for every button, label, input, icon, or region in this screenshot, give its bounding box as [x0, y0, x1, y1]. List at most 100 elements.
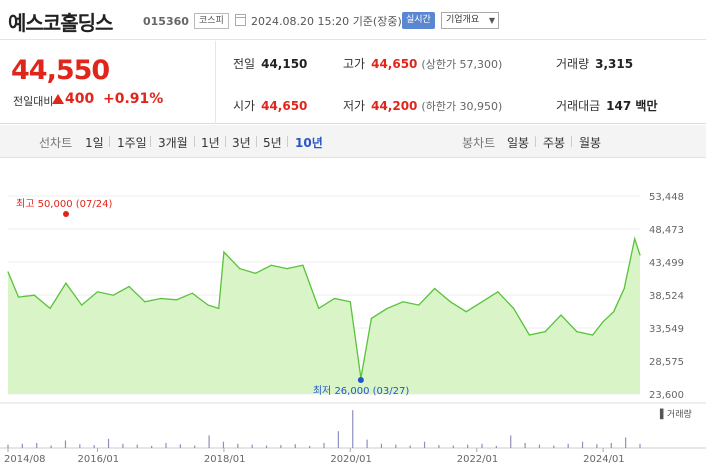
volume-bar: [7, 444, 9, 448]
price-point: [270, 264, 272, 266]
y-tick-label: 43,499: [649, 258, 684, 269]
tab-separator: [571, 136, 572, 147]
volume-bar: [438, 445, 440, 448]
volume-bar: [251, 444, 253, 448]
price-chart[interactable]: 53,448 48,473 43,499 38,524 33,549 28,575 23,6…: [0, 158, 706, 474]
max-label: 최고 50,000 (07/24): [16, 198, 112, 210]
volume-bar: [510, 435, 512, 448]
stat-prev: 전일 44,150: [233, 57, 308, 71]
x-tick-label: 2022/01: [457, 454, 499, 465]
price-point: [128, 285, 130, 288]
price-point: [623, 287, 625, 290]
price-point: [544, 331, 546, 333]
min-label: 최저 26,000 (03/27): [313, 385, 409, 397]
stat-volume: 거래량 3,315: [556, 57, 634, 71]
market-badge: 코스피: [194, 13, 229, 29]
price-point: [333, 297, 336, 300]
stock-name: 예스코홀딩스: [8, 11, 113, 35]
price-point: [7, 271, 9, 273]
volume-bar: [294, 444, 296, 448]
price-point: [96, 291, 99, 293]
y-tick-label: 53,448: [649, 192, 684, 203]
price-point: [639, 254, 641, 256]
price-point: [33, 294, 35, 296]
tab-weekly-candle[interactable]: 주봉: [543, 136, 566, 150]
price-point: [254, 272, 257, 274]
tab-separator: [150, 136, 151, 147]
y-tick-label: 48,473: [649, 225, 684, 236]
price-point: [17, 296, 20, 298]
price-point: [560, 314, 562, 316]
tab-10y[interactable]: 10년: [295, 136, 323, 150]
price-point: [349, 301, 351, 303]
volume-bar: [409, 445, 411, 448]
volume-bar: [323, 442, 325, 448]
price-point: [386, 307, 388, 310]
tab-3y[interactable]: 3년: [232, 136, 251, 150]
price-point: [144, 301, 146, 303]
price-point: [634, 238, 636, 240]
tab-1y[interactable]: 1년: [201, 136, 220, 150]
price-point: [65, 282, 67, 284]
stat-low: 저가 44,200 (하한가 30,950): [343, 99, 503, 113]
price-point: [175, 299, 178, 301]
price-point: [418, 304, 420, 306]
price-summary: 44,550 전일대비 400 +0.91% 전일 44,150 고가 44,650…: [0, 41, 706, 124]
price-point: [49, 307, 51, 310]
volume-bar: [64, 440, 67, 448]
volume-bar: [280, 445, 282, 448]
y-tick-label: 38,524: [649, 291, 684, 302]
volume-bar: [222, 441, 225, 448]
volume-bar: [21, 443, 23, 448]
y-tick-label: 23,600: [649, 390, 684, 401]
tab-1d[interactable]: 1일: [85, 136, 104, 150]
price-point: [191, 292, 193, 294]
tab-separator: [256, 136, 257, 147]
realtime-button[interactable]: 실시간: [402, 12, 435, 29]
y-tick-label: 28,575: [649, 357, 684, 368]
price-point: [434, 287, 436, 290]
stat-high: 고가 44,650 (상한가 57,300): [343, 57, 503, 71]
up-arrow-icon: [52, 94, 64, 104]
stat-open: 시가 44,650: [233, 99, 308, 113]
chart-svg: 53,448 48,473 43,499 38,524 33,549 28,575 23,6…: [0, 192, 706, 465]
price-point: [613, 311, 615, 313]
volume-bar: [538, 444, 541, 448]
volume-bar: [567, 443, 569, 448]
price-point: [449, 301, 451, 303]
price-point: [481, 301, 483, 303]
stat-amount: 거래대금 147 백만: [556, 99, 658, 113]
volume-bar: [194, 445, 196, 448]
price-point: [513, 307, 515, 310]
volume-bar: [79, 444, 81, 448]
volume-label: ▌거래량: [659, 408, 692, 420]
price-point: [223, 251, 225, 253]
current-price-box: 44,550 전일대비 400 +0.91%: [0, 41, 216, 124]
tab-3m[interactable]: 3개월: [158, 136, 188, 150]
tab-separator: [225, 136, 226, 147]
volume-bar: [93, 445, 95, 448]
volume-bar: [495, 445, 497, 448]
price-point: [160, 297, 162, 300]
volume-bar: [208, 435, 210, 448]
price-point: [239, 268, 241, 270]
volume-bar: [151, 445, 153, 448]
change-label: 전일대비: [13, 95, 54, 108]
tab-monthly-candle[interactable]: 월봉: [579, 136, 602, 150]
x-tick-label: 2024/01: [583, 454, 625, 465]
company-info-select[interactable]: 기업개요 ▼: [441, 12, 499, 29]
volume-bar: [352, 410, 354, 448]
price-point: [402, 301, 404, 303]
volume-bar: [309, 445, 311, 448]
volume-bar: [596, 444, 598, 448]
chevron-down-icon: ▼: [488, 16, 495, 25]
current-price: 44,550: [11, 55, 110, 86]
tab-5y[interactable]: 5년: [263, 136, 282, 150]
volume-bar: [452, 445, 454, 448]
tab-daily-candle[interactable]: 일봉: [507, 136, 530, 150]
volume-bar: [395, 444, 397, 448]
tab-1w[interactable]: 1주일: [117, 136, 147, 150]
stock-code: 015360: [143, 15, 189, 28]
volume-bar: [610, 442, 612, 448]
x-tick-label: 2014/08: [4, 454, 46, 465]
